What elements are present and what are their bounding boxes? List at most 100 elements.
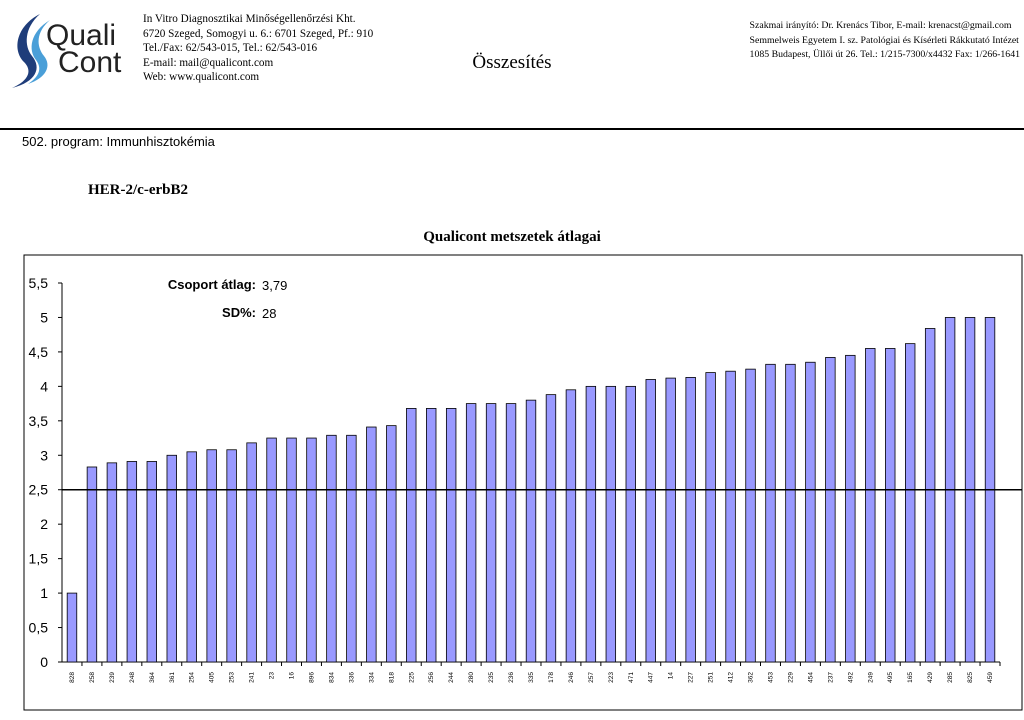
x-tick-label: 412	[728, 672, 735, 683]
org-line: 6720 Szeged, Somogyi u. 6.: 6701 Szeged,…	[143, 27, 374, 40]
x-tick-label: 828	[69, 672, 76, 683]
bar	[445, 408, 457, 663]
bar	[585, 385, 597, 663]
bar	[146, 461, 157, 663]
bar	[485, 403, 497, 663]
x-tick-label: 336	[348, 672, 355, 683]
bar	[845, 354, 856, 663]
logo-text-cont: Cont	[58, 46, 122, 79]
bar	[785, 363, 796, 663]
bar	[665, 377, 676, 663]
bar	[605, 385, 617, 663]
x-tick-label: 254	[189, 672, 196, 683]
bar	[885, 348, 896, 663]
x-tick-label: 453	[767, 672, 774, 683]
bar	[386, 425, 397, 663]
x-tick-label: 225	[408, 672, 415, 683]
x-tick-label: 257	[588, 672, 595, 683]
page-title: Összesítés	[472, 52, 552, 73]
group-average-label: Csoport átlag:	[168, 277, 256, 292]
contact-line: Semmelweis Egyetem I. sz. Patológiai és …	[749, 34, 1019, 46]
org-line: Tel./Fax: 62/543-015, Tel.: 62/543-016	[143, 42, 318, 55]
x-tick-label: 492	[847, 672, 854, 683]
x-tick-label: 285	[947, 672, 954, 683]
bar	[186, 451, 197, 663]
bar	[905, 343, 916, 663]
y-tick-label: 4	[40, 378, 48, 394]
header-divider	[0, 128, 1024, 130]
x-tick-label: 244	[448, 672, 455, 683]
x-tick-label: 362	[748, 672, 755, 683]
y-tick-label: 4,5	[29, 344, 49, 360]
x-tick-label: 335	[528, 672, 535, 683]
x-tick-label: 23	[269, 672, 276, 680]
bar	[326, 434, 337, 663]
x-tick-label: 334	[368, 672, 375, 683]
logo-swoosh-light	[28, 20, 50, 84]
bar	[525, 399, 537, 663]
bar	[805, 361, 816, 663]
bar	[765, 363, 776, 663]
bar	[206, 449, 217, 663]
bar	[924, 328, 936, 663]
x-axis-ticks: 828 258 239 248 364 361 254 405 253 241 23 16 896 834…	[69, 662, 1001, 683]
x-tick-label: 251	[708, 672, 715, 683]
group-average-value: 3,79	[262, 278, 287, 293]
x-tick-label: 241	[249, 672, 256, 683]
bars	[66, 317, 996, 663]
y-tick-label: 2,5	[29, 482, 49, 498]
chart-title: Qualicont metszetek átlagai	[423, 229, 601, 245]
x-tick-label: 454	[807, 672, 814, 683]
x-tick-label: 834	[328, 672, 335, 683]
program-title: 502. program: Immunhisztokémia	[22, 134, 215, 149]
bar	[66, 592, 78, 663]
bar	[825, 357, 836, 663]
bar	[406, 408, 417, 663]
y-tick-label: 0	[40, 654, 48, 670]
bar	[545, 394, 557, 663]
x-tick-label: 14	[668, 672, 675, 680]
bar	[166, 454, 177, 663]
x-tick-label: 405	[209, 672, 216, 683]
y-tick-label: 1,5	[29, 551, 49, 567]
logo-text-quali: Quali	[46, 19, 116, 52]
x-tick-label: 237	[827, 672, 834, 683]
x-tick-label: 429	[927, 672, 934, 683]
bar	[346, 434, 357, 663]
x-tick-label: 249	[867, 672, 874, 683]
bar	[126, 461, 138, 663]
marker-title: HER-2/c-erbB2	[88, 182, 188, 198]
x-tick-label: 239	[109, 672, 116, 683]
x-tick-label: 825	[967, 672, 974, 683]
sd-label: SD%:	[222, 305, 256, 320]
y-tick-label: 3,5	[29, 413, 49, 429]
bar	[465, 403, 477, 663]
bar	[505, 403, 517, 663]
x-tick-label: 227	[688, 672, 695, 683]
x-tick-label: 253	[229, 672, 236, 683]
contact-info: Szakmai irányító: Dr. Krenács Tibor, E-m…	[750, 19, 1020, 63]
bar	[625, 385, 636, 663]
x-tick-label: 256	[428, 672, 435, 683]
y-tick-label: 2	[40, 516, 48, 532]
x-tick-label: 229	[787, 672, 794, 683]
x-tick-label: 236	[508, 672, 515, 683]
x-tick-label: 258	[89, 672, 96, 683]
bar	[725, 370, 736, 663]
bar	[565, 389, 577, 663]
x-tick-label: 471	[628, 672, 635, 683]
x-tick-label: 235	[488, 672, 495, 683]
bar	[246, 442, 257, 663]
x-tick-label: 178	[548, 672, 555, 683]
y-tick-label: 1	[40, 585, 48, 601]
y-tick-label: 5	[40, 309, 48, 325]
sd-value: 28	[262, 306, 276, 321]
y-tick-label: 3	[40, 447, 48, 463]
org-line: Web: www.qualicont.com	[143, 71, 260, 84]
x-tick-label: 248	[129, 672, 136, 683]
x-tick-label: 364	[149, 672, 156, 683]
y-tick-label: 5,5	[29, 275, 49, 291]
bar	[685, 377, 696, 663]
bar	[705, 372, 716, 663]
